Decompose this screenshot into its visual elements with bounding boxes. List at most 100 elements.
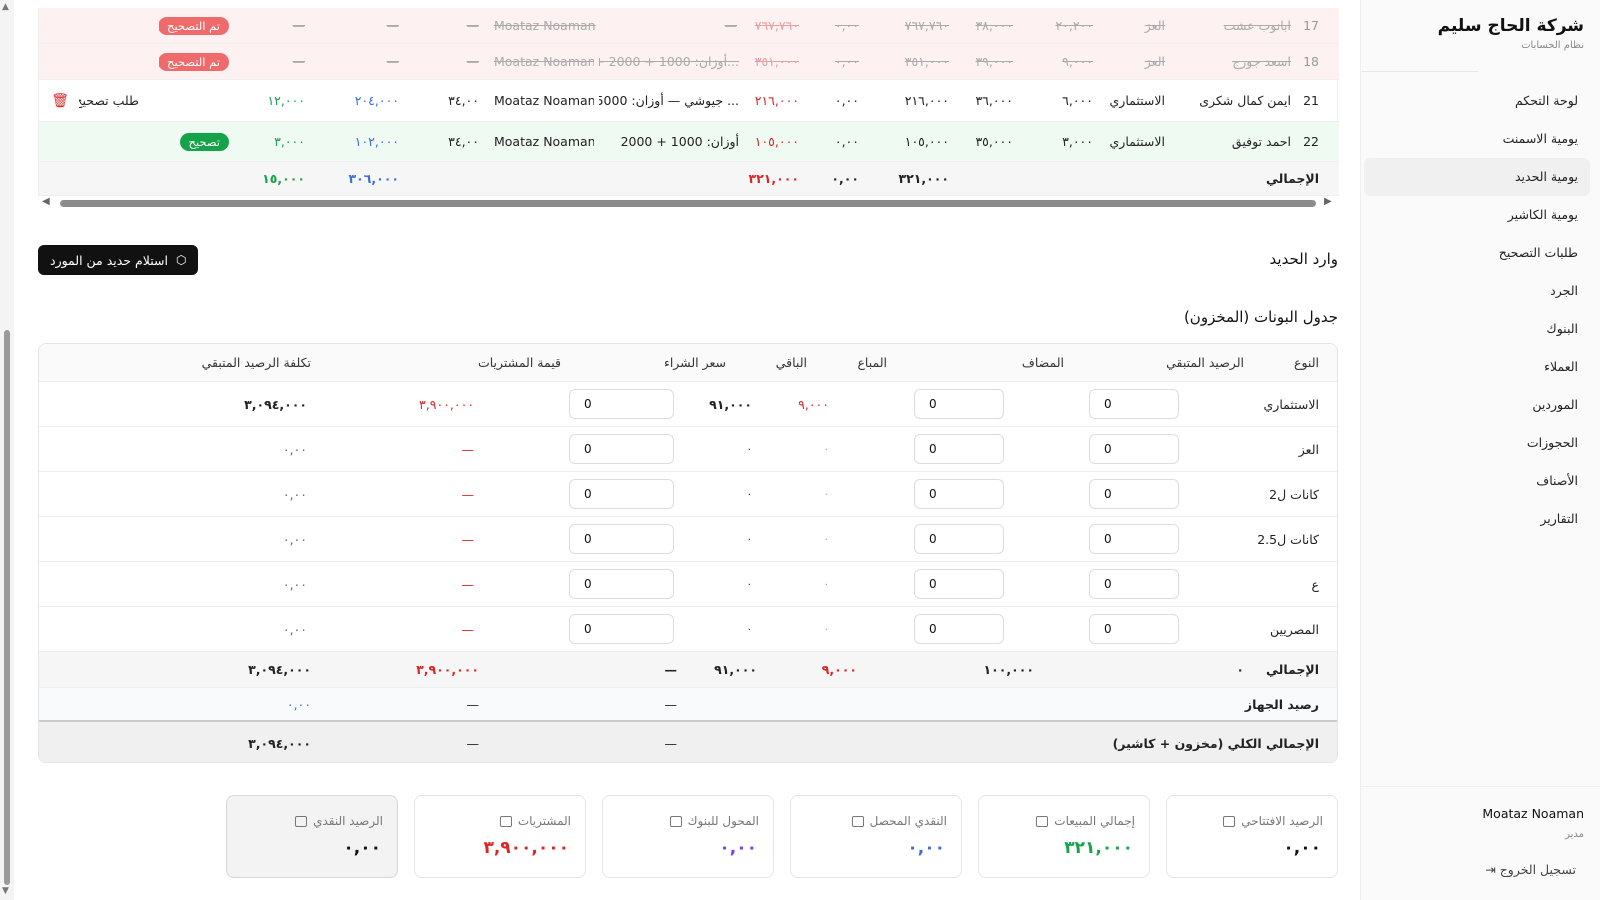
added-input[interactable]: 0 — [914, 479, 1004, 509]
card-total-sales: إجمالي المبيعات ٣٢١,٠٠٠ — [978, 795, 1150, 878]
remaining-cost-value: ٠,٠٠ — [282, 531, 307, 547]
sidebar-item-banks[interactable]: البنوك — [1546, 321, 1578, 336]
trash-icon[interactable]: 🗑 — [51, 92, 69, 109]
scroll-left-icon[interactable]: ◀ — [42, 196, 50, 207]
logout-label: تسجيل الخروج — [1499, 862, 1576, 877]
header-type: النوع — [1294, 355, 1319, 370]
card-label: إجمالي المبيعات — [1054, 814, 1135, 828]
card-value: ٠,٠٠ — [1283, 838, 1321, 858]
remaining-input[interactable]: 0 — [1089, 614, 1179, 644]
steel-type: الاستثماري — [1109, 134, 1165, 149]
section-title-steel-in: وارد الحديد — [1269, 250, 1338, 268]
card-label: المشتريات — [517, 814, 571, 828]
request-correction-link[interactable]: طلب تصحيح — [79, 93, 139, 108]
col-3: ٣,٠٠٠ — [274, 134, 305, 149]
discount: ٠,٠٠ — [834, 54, 859, 69]
scroll-down-icon[interactable]: ▼ — [2, 886, 9, 896]
card-label: النقدي المحصل — [869, 814, 947, 828]
left-value: ٠ — [746, 488, 752, 500]
total-left: ٩١,٠٠٠ — [714, 662, 757, 677]
total-cost: ٣,٠٩٤,٠٠٠ — [248, 662, 311, 677]
remaining-input[interactable]: 0 — [1089, 524, 1179, 554]
sidebar-item-reports[interactable]: التقارير — [1540, 511, 1578, 526]
card-bank-transfers: المحول للبنوك ٠,٠٠ — [602, 795, 774, 878]
purchase-price-input[interactable]: 0 — [569, 434, 674, 464]
purchases-value: ٣,٩٠٠,٠٠٠ — [419, 396, 474, 412]
total-remaining: ٠ — [1236, 662, 1244, 677]
purchase-price-input[interactable]: 0 — [569, 389, 674, 419]
bank-icon — [669, 815, 682, 827]
sidebar-item-cashier-daily[interactable]: يومية الكاشير — [1507, 207, 1578, 222]
net: ٧٦٧,٧٦٠ — [754, 18, 799, 33]
col-1: — — [466, 18, 480, 33]
discount: ٠,٠٠ — [834, 134, 859, 149]
grand-label: الإجمالي الكلي (مخزون + كاشير) — [1112, 735, 1319, 751]
grand-purchases: — — [466, 735, 480, 751]
left-value: ٠ — [746, 623, 752, 635]
card-value: ٣٢١,٠٠٠ — [1064, 838, 1133, 858]
sidebar-item-suppliers[interactable]: الموردين — [1532, 397, 1578, 412]
type-label: الاستثماري — [1263, 396, 1319, 412]
header-remaining-cost: تكلفة الرصيد المتبقي — [201, 355, 311, 370]
added-input[interactable]: 0 — [914, 569, 1004, 599]
correct-button[interactable]: تصحيح — [179, 132, 229, 151]
row-number: 21 — [1303, 93, 1319, 108]
quantity: ٣,٠٠٠ — [1062, 134, 1093, 149]
remaining-input[interactable]: 0 — [1089, 479, 1179, 509]
price: ٣٨,٠٠٠ — [975, 18, 1013, 33]
left-value: ٠ — [746, 578, 752, 590]
added-input[interactable]: 0 — [914, 524, 1004, 554]
col-1: — — [466, 54, 480, 69]
sidebar-item-correction-requests[interactable]: طلبات التصحيح — [1498, 245, 1578, 260]
receive-steel-button[interactable]: ⬡ استلام حديد من المورد — [38, 245, 199, 275]
card-opening-balance: الرصيد الافتتاحي ٠,٠٠ — [1166, 795, 1338, 878]
col-3: — — [292, 18, 306, 33]
scroll-up-icon[interactable]: ▲ — [2, 2, 9, 12]
quantity: ٢٠,٢٠٠ — [1055, 18, 1093, 33]
sold-value: ٠ — [823, 578, 829, 590]
col-2: ١٠٢,٠٠٠ — [354, 134, 399, 149]
remaining-input[interactable]: 0 — [1089, 389, 1179, 419]
sidebar-item-inventory[interactable]: الجرد — [1550, 283, 1578, 298]
scrollbar-thumb[interactable] — [60, 200, 1316, 207]
sold-value: ٠ — [823, 533, 829, 545]
scrollbar-thumb[interactable] — [4, 330, 10, 885]
added-input[interactable]: 0 — [914, 614, 1004, 644]
sidebar-item-steel-daily[interactable]: يومية الحديد — [1364, 158, 1590, 196]
sidebar-item-reservations[interactable]: الحجوزات — [1526, 435, 1578, 450]
purchase-price-input[interactable]: 0 — [569, 524, 674, 554]
sidebar-item-customers[interactable]: العملاء — [1544, 359, 1578, 374]
horizontal-scrollbar[interactable]: ◀ ▶ — [38, 196, 1338, 210]
scroll-right-icon[interactable]: ▶ — [1324, 196, 1332, 207]
purchase-price-input[interactable]: 0 — [569, 614, 674, 644]
left-value: ٠ — [746, 533, 752, 545]
sidebar-item-products[interactable]: الأصناف — [1536, 473, 1578, 488]
grand-price: — — [664, 735, 678, 751]
remaining-cost-value: ٠,٠٠ — [282, 486, 307, 502]
header-added: المضاف — [1021, 355, 1064, 370]
net: ١٠٥,٠٠٠ — [754, 134, 799, 149]
purchase-price-input[interactable]: 0 — [569, 479, 674, 509]
type-label: كانات ل2 — [1269, 486, 1319, 502]
col-1: ٣٤,٠٠ — [448, 134, 479, 149]
left-value: ٩١,٠٠٠ — [709, 396, 752, 412]
purchases-value: — — [461, 441, 475, 457]
vertical-scrollbar[interactable]: ▲ ▼ — [0, 0, 14, 900]
added-input[interactable]: 0 — [914, 389, 1004, 419]
logout-button[interactable]: تسجيل الخروج ⇥ — [1485, 862, 1576, 877]
device-balance-row: رصيد الجهاز — — ٠,٠٠ — [39, 688, 1337, 722]
added-input[interactable]: 0 — [914, 434, 1004, 464]
purchases-value: — — [461, 486, 475, 502]
sidebar-item-dashboard[interactable]: لوحة التحكم — [1514, 93, 1578, 108]
sales-table: 17 ابانوب عشت العز ٢٠,٢٠٠ ٣٨,٠٠٠ ٧٦٧,٧٦٠… — [38, 8, 1339, 196]
remaining-input[interactable]: 0 — [1089, 569, 1179, 599]
purchase-price-input[interactable]: 0 — [569, 569, 674, 599]
remaining-input[interactable]: 0 — [1089, 434, 1179, 464]
card-value: ٠,٠٠ — [719, 838, 757, 858]
card-collected-cash: النقدي المحصل ٠,٠٠ — [790, 795, 962, 878]
total-net: ٣٢١,٠٠٠ — [748, 171, 799, 186]
sidebar-item-cement-daily[interactable]: يومية الاسمنت — [1502, 131, 1578, 146]
total-label: الإجمالي — [1265, 171, 1319, 186]
total-label: الإجمالي — [1265, 662, 1319, 677]
header-remaining: الرصيد المتبقي — [1166, 355, 1244, 370]
